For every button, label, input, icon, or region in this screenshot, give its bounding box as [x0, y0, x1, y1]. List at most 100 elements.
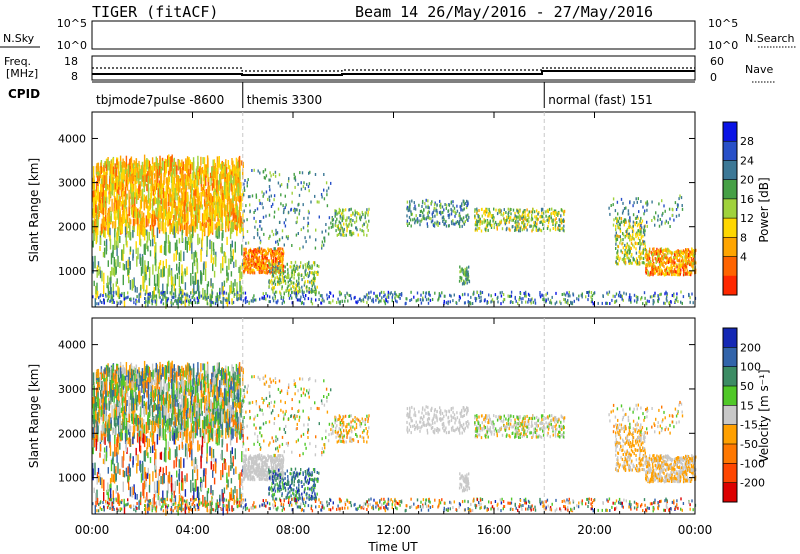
range-gate-cell [143, 244, 145, 255]
range-gate-cell [506, 226, 508, 230]
range-gate-cell [314, 173, 317, 176]
range-gate-cell [673, 256, 675, 259]
range-gate-cell [507, 207, 509, 211]
range-gate-cell [629, 259, 631, 263]
range-gate-cell [618, 226, 620, 230]
range-gate-cell [193, 214, 195, 226]
range-gate-cell [227, 272, 229, 281]
range-gate-cell [268, 198, 271, 202]
range-gate-cell [666, 265, 668, 269]
range-gate-cell [183, 292, 186, 296]
range-gate-cell [204, 168, 206, 175]
range-gate-cell [299, 247, 301, 251]
range-gate-cell [573, 299, 575, 303]
range-gate-cell [330, 221, 332, 225]
range-gate-cell [325, 223, 327, 226]
range-gate-cell [97, 205, 99, 214]
range-gate-cell [449, 293, 451, 297]
range-gate-cell [691, 247, 693, 251]
range-gate-cell [487, 212, 490, 216]
range-gate-cell [506, 218, 508, 222]
range-gate-cell [136, 172, 138, 181]
range-gate-cell [557, 226, 559, 230]
range-gate-cell [561, 219, 563, 223]
range-gate-cell [163, 266, 165, 277]
range-gate-cell [202, 170, 205, 182]
range-gate-cell [419, 214, 422, 217]
range-gate-cell [524, 222, 526, 226]
range-gate-cell [669, 250, 671, 254]
range-gate-cell [585, 295, 587, 299]
range-gate-cell [475, 227, 477, 231]
range-gate-cell [109, 175, 111, 188]
range-gate-cell [559, 228, 561, 232]
range-gate-cell [515, 228, 517, 232]
range-gate-cell [122, 167, 124, 180]
range-gate-cell [284, 265, 286, 269]
range-gate-cell [641, 261, 643, 265]
range-gate-cell [674, 270, 676, 274]
range-gate-cell [677, 254, 679, 257]
range-gate-cell [256, 247, 259, 251]
range-gate-cell [147, 175, 150, 189]
range-gate-cell [118, 296, 121, 299]
range-gate-cell [327, 232, 330, 236]
range-gate-cell [687, 261, 689, 265]
range-gate-cell [279, 272, 282, 276]
range-gate-cell [277, 267, 279, 270]
range-gate-cell [644, 296, 646, 300]
range-gate-cell [690, 262, 692, 266]
range-gate-cell [321, 195, 323, 199]
range-gate-cell [334, 212, 336, 215]
range-gate-cell [479, 220, 482, 224]
range-gate-cell [248, 257, 250, 260]
range-gate-cell [215, 185, 218, 198]
range-gate-cell [307, 297, 310, 301]
range-gate-cell [101, 221, 103, 227]
range-gate-cell [436, 212, 438, 216]
range-gate-cell [182, 200, 185, 213]
range-gate-cell [287, 284, 289, 288]
range-gate-cell [622, 201, 624, 205]
range-gate-cell [354, 211, 357, 215]
range-gate-cell [318, 264, 320, 268]
range-gate-cell [291, 271, 293, 274]
range-gate-cell [98, 269, 100, 276]
range-gate-cell [95, 290, 97, 300]
range-gate-cell [653, 268, 655, 272]
range-gate-cell [307, 216, 309, 220]
range-gate-cell [171, 288, 173, 295]
range-gate-cell [196, 279, 199, 292]
range-gate-cell [227, 216, 229, 229]
range-gate-cell [147, 261, 149, 270]
range-gate-cell [620, 249, 622, 253]
range-gate-cell [319, 294, 322, 298]
range-gate-cell [525, 292, 527, 296]
range-gate-cell [671, 214, 673, 217]
range-gate-cell [198, 168, 200, 177]
range-gate-cell [478, 219, 480, 223]
range-gate-cell [304, 263, 306, 267]
range-gate-cell [509, 228, 511, 232]
range-gate-cell [185, 299, 188, 303]
range-gate-cell [154, 245, 156, 259]
range-gate-cell [235, 157, 238, 166]
range-gate-cell [225, 221, 227, 233]
range-gate-cell [682, 268, 685, 272]
range-gate-cell [624, 254, 626, 257]
range-gate-cell [198, 237, 201, 244]
range-gate-cell [248, 302, 250, 305]
range-gate-cell [246, 265, 248, 269]
range-gate-cell [329, 291, 332, 295]
range-gate-cell [221, 282, 223, 295]
range-gate-cell [194, 301, 197, 305]
range-gate-cell [535, 229, 538, 232]
range-gate-cell [243, 193, 245, 197]
range-gate-cell [671, 266, 673, 270]
range-gate-cell [624, 248, 626, 252]
range-gate-cell [145, 215, 147, 228]
range-gate-cell [116, 177, 118, 190]
range-gate-cell [517, 215, 519, 219]
range-gate-cell [297, 182, 299, 186]
range-gate-cell [636, 300, 638, 304]
